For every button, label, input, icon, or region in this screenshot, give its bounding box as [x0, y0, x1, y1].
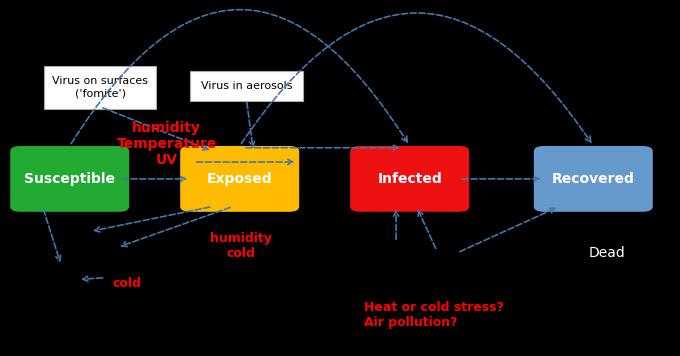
Text: humidity
cold: humidity cold	[211, 232, 272, 260]
FancyBboxPatch shape	[350, 146, 469, 212]
FancyBboxPatch shape	[10, 146, 129, 212]
Text: humidity
Temperature
UV: humidity Temperature UV	[116, 121, 217, 167]
Text: Recovered: Recovered	[552, 172, 634, 186]
Text: Dead: Dead	[588, 246, 625, 260]
Text: Virus on surfaces
('fomite'): Virus on surfaces ('fomite')	[52, 77, 148, 98]
Text: Infected: Infected	[377, 172, 442, 186]
Text: cold: cold	[112, 277, 141, 289]
FancyBboxPatch shape	[534, 146, 653, 212]
FancyBboxPatch shape	[190, 71, 303, 101]
FancyBboxPatch shape	[180, 146, 299, 212]
FancyBboxPatch shape	[44, 66, 156, 109]
Text: Virus in aerosols: Virus in aerosols	[201, 81, 292, 91]
Text: Exposed: Exposed	[207, 172, 273, 186]
Text: Susceptible: Susceptible	[24, 172, 115, 186]
Text: Heat or cold stress?
Air pollution?: Heat or cold stress? Air pollution?	[364, 301, 504, 329]
